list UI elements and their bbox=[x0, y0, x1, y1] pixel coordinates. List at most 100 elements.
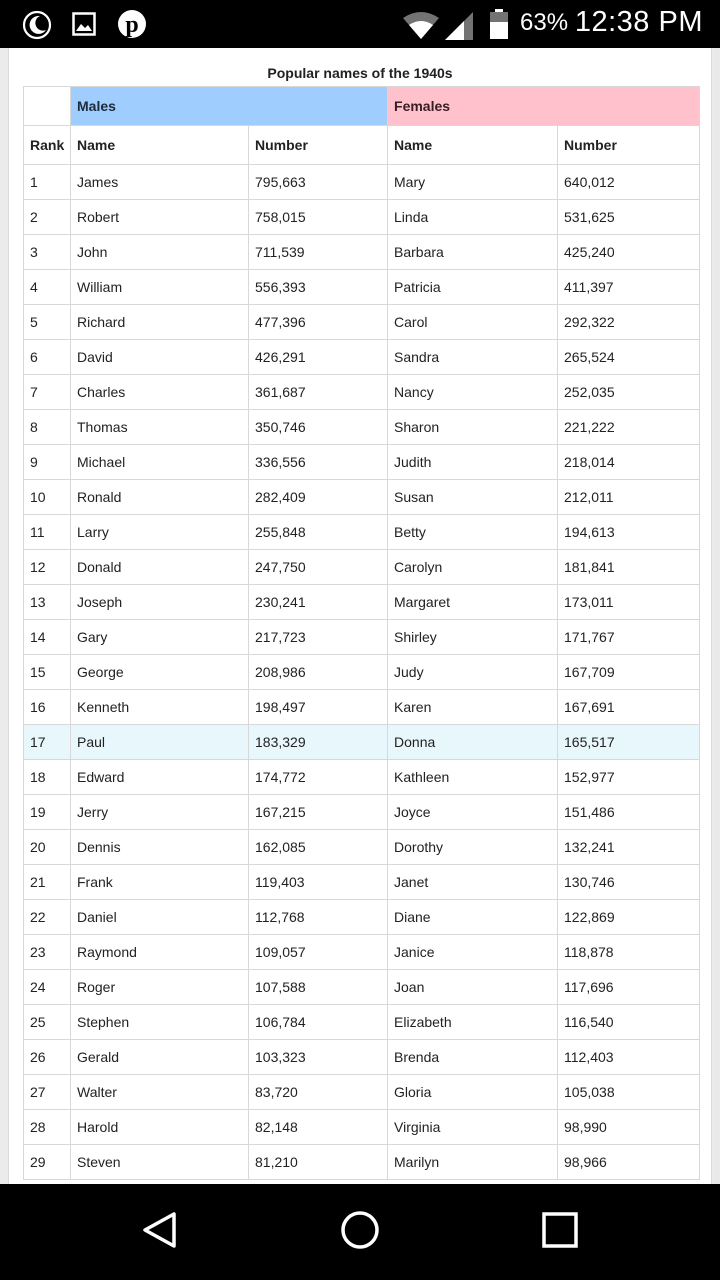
rank-cell: 3 bbox=[23, 234, 71, 270]
web-page[interactable]: Popular names of the 1940s Males Females… bbox=[0, 48, 720, 1184]
table-row: 7 Charles 361,687 Nancy 252,035 bbox=[23, 374, 701, 410]
female-number-cell: 218,014 bbox=[557, 444, 701, 480]
female-number-cell: 165,517 bbox=[557, 724, 701, 760]
male-name-cell: Dennis bbox=[70, 829, 249, 865]
male-number-cell: 758,015 bbox=[247, 199, 389, 235]
female-number-cell: 98,990 bbox=[557, 1109, 701, 1145]
rank-cell: 5 bbox=[23, 304, 71, 340]
male-number-cell: 361,687 bbox=[247, 374, 389, 410]
home-button[interactable] bbox=[300, 1184, 420, 1280]
pinterest-icon: p bbox=[117, 9, 147, 44]
rank-cell: 12 bbox=[23, 549, 71, 585]
female-number-cell: 181,841 bbox=[557, 549, 701, 585]
male-number-cell: 106,784 bbox=[247, 1004, 389, 1040]
male-name-cell: Charles bbox=[70, 374, 249, 410]
table-row: 21 Frank 119,403 Janet 130,746 bbox=[23, 864, 701, 900]
male-number-cell: 795,663 bbox=[247, 164, 389, 200]
svg-text:p: p bbox=[125, 12, 138, 38]
column-header-male-name: Name bbox=[70, 125, 249, 165]
female-name-cell: Sharon bbox=[387, 409, 559, 445]
table-row: 3 John 711,539 Barbara 425,240 bbox=[23, 234, 701, 270]
female-number-cell: 194,613 bbox=[557, 514, 701, 550]
female-number-cell: 252,035 bbox=[557, 374, 701, 410]
male-name-cell: George bbox=[70, 654, 249, 690]
male-number-cell: 247,750 bbox=[247, 549, 389, 585]
rank-cell: 22 bbox=[23, 899, 71, 935]
male-number-cell: 711,539 bbox=[247, 234, 389, 270]
female-number-cell: 98,966 bbox=[557, 1144, 701, 1180]
female-name-cell: Diane bbox=[387, 899, 559, 935]
male-name-cell: Raymond bbox=[70, 934, 249, 970]
rank-cell: 14 bbox=[23, 619, 71, 655]
male-name-cell: John bbox=[70, 234, 249, 270]
back-button[interactable] bbox=[100, 1184, 220, 1280]
female-name-cell: Nancy bbox=[387, 374, 559, 410]
male-name-cell: Jerry bbox=[70, 794, 249, 830]
table-row: 27 Walter 83,720 Gloria 105,038 bbox=[23, 1074, 701, 1110]
rank-cell: 28 bbox=[23, 1109, 71, 1145]
male-number-cell: 119,403 bbox=[247, 864, 389, 900]
scrollbar[interactable] bbox=[714, 48, 720, 1184]
male-number-cell: 109,057 bbox=[247, 934, 389, 970]
rank-cell: 19 bbox=[23, 794, 71, 830]
column-header-female-number: Number bbox=[557, 125, 701, 165]
table-body: 1 James 795,663 Mary 640,012 2 Robert 758,015 Li… bbox=[23, 164, 701, 1180]
female-name-cell: Brenda bbox=[387, 1039, 559, 1075]
female-name-cell: Kathleen bbox=[387, 759, 559, 795]
table-row: 13 Joseph 230,241 Margaret 173,011 bbox=[23, 584, 701, 620]
table-row: 14 Gary 217,723 Shirley 171,767 bbox=[23, 619, 701, 655]
female-number-cell: 221,222 bbox=[557, 409, 701, 445]
female-number-cell: 112,403 bbox=[557, 1039, 701, 1075]
male-number-cell: 255,848 bbox=[247, 514, 389, 550]
male-number-cell: 350,746 bbox=[247, 409, 389, 445]
column-header-row: Rank Name Number Name Number bbox=[23, 125, 701, 165]
male-name-cell: William bbox=[70, 269, 249, 305]
female-name-cell: Janet bbox=[387, 864, 559, 900]
table-row: 11 Larry 255,848 Betty 194,613 bbox=[23, 514, 701, 550]
table-row: 18 Edward 174,772 Kathleen 152,977 bbox=[23, 759, 701, 795]
rank-cell: 10 bbox=[23, 479, 71, 515]
male-name-cell: Stephen bbox=[70, 1004, 249, 1040]
female-name-cell: Dorothy bbox=[387, 829, 559, 865]
rank-cell: 21 bbox=[23, 864, 71, 900]
female-name-cell: Carolyn bbox=[387, 549, 559, 585]
rank-cell: 2 bbox=[23, 199, 71, 235]
recents-button[interactable] bbox=[500, 1184, 620, 1280]
male-name-cell: Richard bbox=[70, 304, 249, 340]
rank-cell: 26 bbox=[23, 1039, 71, 1075]
group-header-row: Males Females bbox=[23, 86, 701, 126]
male-name-cell: Edward bbox=[70, 759, 249, 795]
female-number-cell: 640,012 bbox=[557, 164, 701, 200]
recents-icon bbox=[541, 1211, 579, 1254]
image-icon bbox=[72, 12, 96, 41]
male-number-cell: 556,393 bbox=[247, 269, 389, 305]
column-header-male-number: Number bbox=[247, 125, 389, 165]
male-name-cell: Thomas bbox=[70, 409, 249, 445]
female-name-cell: Judy bbox=[387, 654, 559, 690]
group-header-empty bbox=[23, 86, 71, 126]
male-number-cell: 81,210 bbox=[247, 1144, 389, 1180]
table-row: 22 Daniel 112,768 Diane 122,869 bbox=[23, 899, 701, 935]
female-number-cell: 171,767 bbox=[557, 619, 701, 655]
male-number-cell: 82,148 bbox=[247, 1109, 389, 1145]
rank-cell: 9 bbox=[23, 444, 71, 480]
female-name-cell: Sandra bbox=[387, 339, 559, 375]
female-number-cell: 151,486 bbox=[557, 794, 701, 830]
male-name-cell: Paul bbox=[70, 724, 249, 760]
female-number-cell: 292,322 bbox=[557, 304, 701, 340]
table-row: 2 Robert 758,015 Linda 531,625 bbox=[23, 199, 701, 235]
rank-cell: 29 bbox=[23, 1144, 71, 1180]
male-name-cell: Donald bbox=[70, 549, 249, 585]
male-name-cell: Frank bbox=[70, 864, 249, 900]
male-name-cell: Roger bbox=[70, 969, 249, 1005]
female-number-cell: 173,011 bbox=[557, 584, 701, 620]
male-name-cell: David bbox=[70, 339, 249, 375]
male-name-cell: Joseph bbox=[70, 584, 249, 620]
female-number-cell: 152,977 bbox=[557, 759, 701, 795]
column-header-rank: Rank bbox=[23, 125, 71, 165]
male-number-cell: 208,986 bbox=[247, 654, 389, 690]
female-name-cell: Gloria bbox=[387, 1074, 559, 1110]
female-name-cell: Mary bbox=[387, 164, 559, 200]
rank-cell: 7 bbox=[23, 374, 71, 410]
female-name-cell: Linda bbox=[387, 199, 559, 235]
